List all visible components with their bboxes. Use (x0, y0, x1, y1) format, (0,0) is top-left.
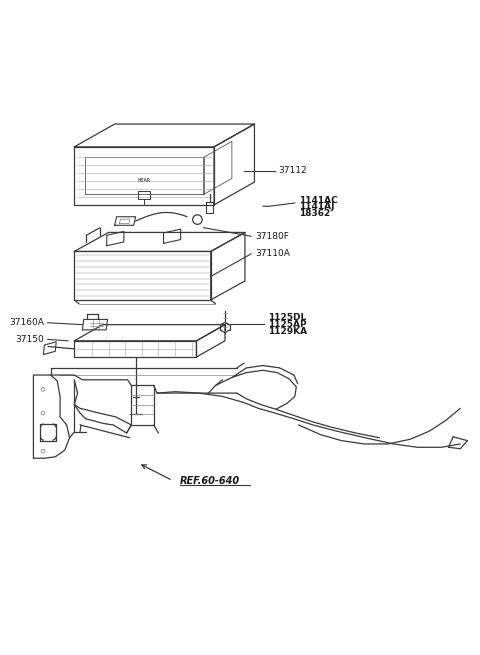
Text: 1141AJ: 1141AJ (299, 202, 334, 212)
Text: REF.60-640: REF.60-640 (180, 476, 240, 485)
Text: 1129KA: 1129KA (268, 327, 307, 336)
Text: 37160A: 37160A (10, 318, 44, 328)
Text: 37112: 37112 (279, 166, 307, 175)
Text: 1125DL: 1125DL (268, 314, 306, 322)
Text: 1141AC: 1141AC (299, 196, 337, 204)
Text: 18362: 18362 (299, 209, 330, 218)
Text: 37110A: 37110A (255, 250, 290, 258)
Text: HEAR: HEAR (138, 178, 151, 183)
Text: 37180F: 37180F (255, 232, 289, 241)
Text: 1125AP: 1125AP (268, 320, 306, 329)
Text: 37150: 37150 (16, 335, 44, 344)
